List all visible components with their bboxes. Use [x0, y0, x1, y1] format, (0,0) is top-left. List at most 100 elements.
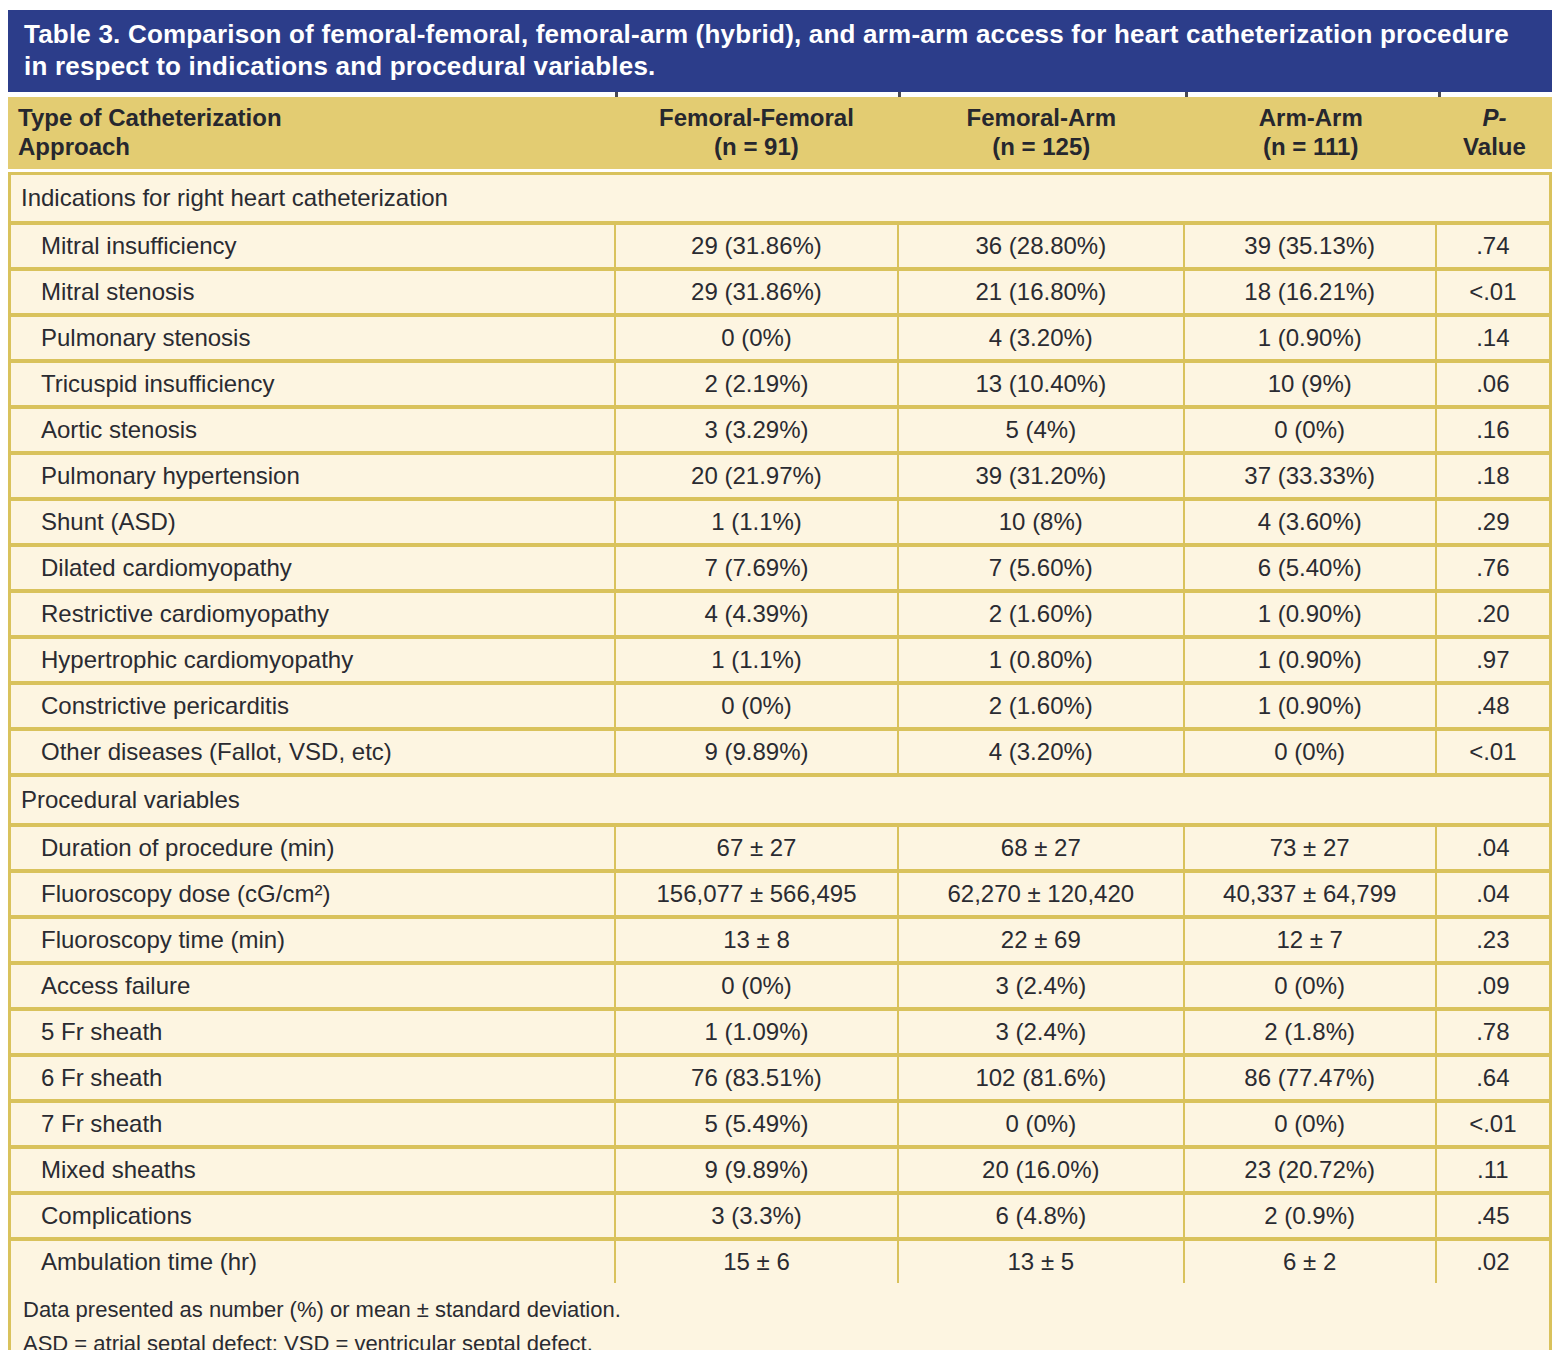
table-row: Mixed sheaths9 (9.89%)20 (16.0%)23 (20.7… [10, 1147, 1551, 1193]
cell-value: .09 [1436, 963, 1551, 1009]
cell-value: .02 [1436, 1239, 1551, 1283]
table-row: Aortic stenosis3 (3.29%)5 (4%)0 (0%).16 [10, 407, 1551, 453]
cell-value: .29 [1436, 499, 1551, 545]
cell-value: 3 (3.29%) [615, 407, 898, 453]
table-row: Dilated cardiomyopathy7 (7.69%)7 (5.60%)… [10, 545, 1551, 591]
row-label: Ambulation time (hr) [10, 1239, 616, 1283]
cell-value: .64 [1436, 1055, 1551, 1101]
cell-value: 73 ± 27 [1184, 825, 1436, 871]
cell-value: 13 (10.40%) [898, 361, 1184, 407]
cell-value: 2 (1.60%) [898, 591, 1184, 637]
cell-value: 40,337 ± 64,799 [1184, 871, 1436, 917]
row-label: Shunt (ASD) [10, 499, 616, 545]
row-label: Pulmonary hypertension [10, 453, 616, 499]
row-label: Mixed sheaths [10, 1147, 616, 1193]
cell-value: 39 (31.20%) [898, 453, 1184, 499]
table-title-bar: Table 3. Comparison of femoral-femoral, … [8, 10, 1552, 92]
section-heading-row: Procedural variables [10, 775, 1551, 825]
cell-value: 2 (1.60%) [898, 683, 1184, 729]
cell-value: 13 ± 8 [615, 917, 898, 963]
cell-value: 102 (81.6%) [898, 1055, 1184, 1101]
cell-value: 29 (31.86%) [615, 223, 898, 269]
table-row: Shunt (ASD)1 (1.1%)10 (8%)4 (3.60%).29 [10, 499, 1551, 545]
cell-value: 4 (3.60%) [1184, 499, 1436, 545]
column-header-p-value: P- Value [1437, 103, 1552, 161]
cell-value: 18 (16.21%) [1184, 269, 1436, 315]
column-tick [1438, 92, 1441, 97]
row-label: Pulmonary stenosis [10, 315, 616, 361]
table-title: Table 3. Comparison of femoral-femoral, … [24, 19, 1509, 81]
row-label: Dilated cardiomyopathy [10, 545, 616, 591]
row-label: Complications [10, 1193, 616, 1239]
column-header-arm-arm: Arm-Arm (n = 111) [1185, 103, 1437, 161]
table-row: 5 Fr sheath1 (1.09%)3 (2.4%)2 (1.8%).78 [10, 1009, 1551, 1055]
cell-value: 20 (16.0%) [898, 1147, 1184, 1193]
table-row: Fluoroscopy dose (cG/cm²)156,077 ± 566,4… [10, 871, 1551, 917]
cell-value: .18 [1436, 453, 1551, 499]
cell-value: .16 [1436, 407, 1551, 453]
cell-value: 62,270 ± 120,420 [898, 871, 1184, 917]
title-header-gap [8, 92, 1552, 97]
cell-value: .74 [1436, 223, 1551, 269]
cell-value: .06 [1436, 361, 1551, 407]
table-row: Duration of procedure (min)67 ± 2768 ± 2… [10, 825, 1551, 871]
row-label: Access failure [10, 963, 616, 1009]
row-label: Other diseases (Fallot, VSD, etc) [10, 729, 616, 775]
column-tick [615, 92, 618, 97]
cell-value: 1 (1.1%) [615, 499, 898, 545]
cell-value: 1 (0.90%) [1184, 591, 1436, 637]
row-label: 5 Fr sheath [10, 1009, 616, 1055]
section-heading-row: Indications for right heart catheterizat… [10, 174, 1551, 224]
row-label: 6 Fr sheath [10, 1055, 616, 1101]
row-label: Hypertrophic cardiomyopathy [10, 637, 616, 683]
cell-value: 15 ± 6 [615, 1239, 898, 1283]
cell-value: .48 [1436, 683, 1551, 729]
table-row: Ambulation time (hr)15 ± 613 ± 56 ± 2.02 [10, 1239, 1551, 1283]
cell-value: 10 (8%) [898, 499, 1184, 545]
cell-value: 4 (4.39%) [615, 591, 898, 637]
table-body: Indications for right heart catheterizat… [10, 174, 1551, 1284]
row-label: 7 Fr sheath [10, 1101, 616, 1147]
cell-value: 5 (4%) [898, 407, 1184, 453]
column-tick [898, 92, 901, 97]
cell-value: 3 (3.3%) [615, 1193, 898, 1239]
footnote-abbreviations: ASD = atrial septal defect; VSD = ventri… [23, 1327, 1533, 1350]
row-label: Fluoroscopy time (min) [10, 917, 616, 963]
column-header-femoral-femoral: Femoral-Femoral (n = 91) [615, 103, 898, 161]
table-row: Mitral stenosis29 (31.86%)21 (16.80%)18 … [10, 269, 1551, 315]
row-label: Mitral stenosis [10, 269, 616, 315]
cell-value: 1 (1.09%) [615, 1009, 898, 1055]
table-row: 7 Fr sheath5 (5.49%)0 (0%)0 (0%)<.01 [10, 1101, 1551, 1147]
cell-value: .45 [1436, 1193, 1551, 1239]
cell-value: .11 [1436, 1147, 1551, 1193]
column-header-femoral-arm: Femoral-Arm (n = 125) [898, 103, 1184, 161]
table-row: Constrictive pericarditis0 (0%)2 (1.60%)… [10, 683, 1551, 729]
table-row: Hypertrophic cardiomyopathy1 (1.1%)1 (0.… [10, 637, 1551, 683]
cell-value: 76 (83.51%) [615, 1055, 898, 1101]
footnote-data-format: Data presented as number (%) or mean ± s… [23, 1293, 1533, 1327]
cell-value: 3 (2.4%) [898, 1009, 1184, 1055]
cell-value: .04 [1436, 871, 1551, 917]
table-row: Restrictive cardiomyopathy4 (4.39%)2 (1.… [10, 591, 1551, 637]
cell-value: .04 [1436, 825, 1551, 871]
table-row: Access failure0 (0%)3 (2.4%)0 (0%).09 [10, 963, 1551, 1009]
cell-value: 7 (5.60%) [898, 545, 1184, 591]
cell-value: .20 [1436, 591, 1551, 637]
cell-value: 20 (21.97%) [615, 453, 898, 499]
cell-value: .76 [1436, 545, 1551, 591]
cell-value: 68 ± 27 [898, 825, 1184, 871]
cell-value: .14 [1436, 315, 1551, 361]
table-row: 6 Fr sheath76 (83.51%)102 (81.6%)86 (77.… [10, 1055, 1551, 1101]
table-row: Complications3 (3.3%)6 (4.8%)2 (0.9%).45 [10, 1193, 1551, 1239]
cell-value: 6 ± 2 [1184, 1239, 1436, 1283]
table-row: Pulmonary hypertension20 (21.97%)39 (31.… [10, 453, 1551, 499]
cell-value: 0 (0%) [615, 963, 898, 1009]
cell-value: 0 (0%) [1184, 729, 1436, 775]
row-label: Tricuspid insufficiency [10, 361, 616, 407]
cell-value: 5 (5.49%) [615, 1101, 898, 1147]
cell-value: 67 ± 27 [615, 825, 898, 871]
footnotes: Data presented as number (%) or mean ± s… [10, 1283, 1551, 1350]
cell-value: 2 (2.19%) [615, 361, 898, 407]
cell-value: .23 [1436, 917, 1551, 963]
cell-value: 7 (7.69%) [615, 545, 898, 591]
